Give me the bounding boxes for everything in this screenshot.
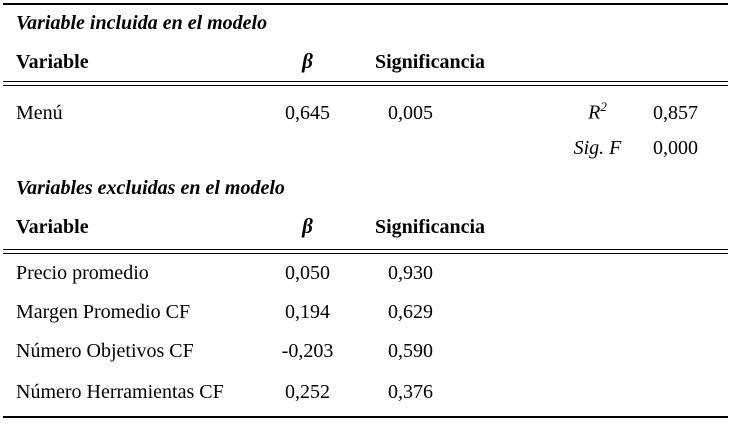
table-row: Precio promedio 0,050 0,930: [0, 261, 731, 285]
column-header-beta: β: [302, 49, 313, 73]
table-row: Menú 0,645 0,005 R2 0,857: [0, 95, 731, 125]
column-header-variable: Variable: [16, 51, 89, 73]
cell-variable: Margen Promedio CF: [16, 301, 191, 323]
cell-beta: 0,252: [285, 381, 330, 403]
section2-header-row: Variable β Significancia: [0, 214, 731, 239]
cell-beta: 0,050: [285, 262, 330, 284]
table-bottom-rule: [3, 416, 728, 418]
cell-beta: -0,203: [281, 340, 334, 362]
table-row: Margen Promedio CF 0,194 0,629: [0, 300, 731, 324]
cell-variable: Número Objetivos CF: [16, 340, 194, 362]
section2-header-double-rule: [3, 249, 728, 255]
cell-sig-f-value: 0,000: [653, 137, 698, 159]
cell-significance: 0,930: [388, 262, 433, 284]
cell-r-squared-value: 0,857: [653, 101, 698, 124]
table-top-rule: [3, 3, 728, 6]
cell-significance: 0,629: [388, 301, 433, 323]
cell-significance: 0,005: [388, 101, 433, 124]
table-row: Número Herramientas CF 0,252 0,376: [0, 380, 731, 404]
column-header-significance: Significancia: [375, 51, 486, 73]
cell-variable: Menú: [16, 101, 63, 124]
cell-r-squared-label: R2: [560, 95, 635, 125]
column-header-beta: β: [302, 214, 313, 238]
cell-variable: Número Herramientas CF: [16, 381, 224, 403]
table-row: Número Objetivos CF -0,203 0,590: [0, 339, 731, 363]
r-label: R: [588, 101, 601, 124]
section2-title: Variables excluidas en el modelo: [16, 177, 285, 199]
section1-header-double-rule: [3, 81, 728, 87]
cell-beta: 0,194: [285, 301, 330, 323]
section1-title: Variable incluida en el modelo: [16, 12, 268, 34]
cell-sig-f-label: Sig. F: [573, 137, 622, 159]
table-row: Sig. F 0,000: [0, 136, 731, 160]
cell-beta: 0,645: [285, 101, 330, 124]
cell-significance: 0,590: [388, 340, 433, 362]
column-header-variable: Variable: [16, 216, 89, 238]
r-squared-exponent: 2: [600, 99, 607, 114]
cell-variable: Precio promedio: [16, 262, 149, 284]
cell-significance: 0,376: [388, 381, 433, 403]
section1-header-row: Variable β Significancia: [0, 49, 731, 74]
column-header-significance: Significancia: [375, 216, 486, 238]
